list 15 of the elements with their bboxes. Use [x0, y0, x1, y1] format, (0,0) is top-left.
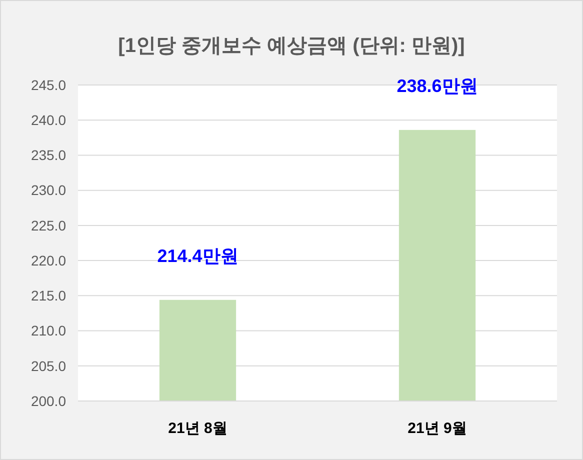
y-tick-label: 210.0: [30, 322, 66, 339]
y-tick-label: 235.0: [30, 147, 66, 164]
y-tick-label: 245.0: [30, 76, 66, 93]
y-tick-label: 205.0: [30, 358, 66, 374]
y-tick-label: 230.0: [30, 182, 66, 198]
y-tick-label: 220.0: [30, 252, 66, 268]
data-label: 238.6만원: [396, 76, 478, 96]
y-tick-label: 240.0: [30, 112, 66, 128]
x-tick-label: 21년 9월: [408, 420, 467, 437]
x-tick-label: 21년 8월: [168, 420, 228, 437]
y-tick-label: 200.0: [30, 392, 66, 409]
y-tick-label: 225.0: [30, 217, 66, 234]
data-label: 214.4만원: [157, 246, 238, 266]
y-tick-label: 215.0: [30, 288, 66, 304]
chart-title: [1인당 중개보수 예상금액 (단위: 만원)]: [118, 35, 465, 57]
